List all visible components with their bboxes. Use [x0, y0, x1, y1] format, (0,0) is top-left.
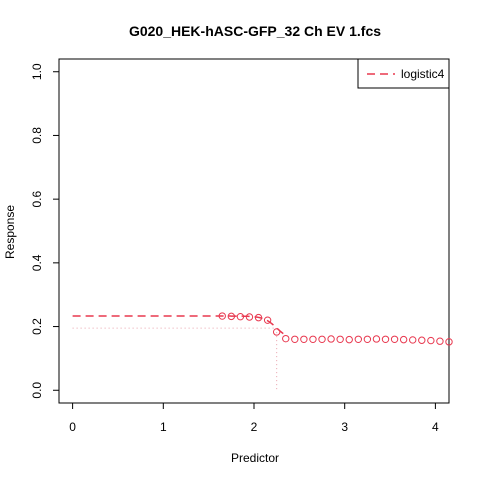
data-point [409, 336, 417, 344]
x-tick-label: 1 [160, 420, 167, 434]
x-axis-label: Predictor [231, 451, 279, 465]
fit-curve-group [72, 315, 287, 336]
data-point [345, 335, 353, 344]
data-point [282, 334, 290, 343]
data-point [336, 335, 344, 343]
data-point [245, 313, 254, 321]
data-point [381, 335, 390, 343]
y-tick-label: 0.6 [30, 190, 44, 207]
y-axis-label: Response [3, 205, 17, 259]
data-point [418, 336, 426, 344]
legend: logistic4 [357, 58, 450, 89]
data-point [445, 338, 453, 346]
x-tick-label: 4 [432, 420, 439, 434]
data-point [390, 335, 399, 343]
data-point [272, 328, 281, 336]
data-point [436, 337, 444, 345]
data-point [309, 335, 317, 343]
data-point [218, 312, 226, 320]
x-tick-label: 2 [251, 420, 258, 434]
x-tick-label: 3 [341, 420, 348, 434]
y-tick-label: 0.4 [30, 254, 44, 271]
data-point [363, 335, 372, 343]
y-tick-label: 1.0 [30, 63, 44, 80]
data-point [263, 316, 272, 324]
data-point [318, 335, 326, 343]
y-axis: 0.0 0.2 0.4 0.6 0.8 1.0 [30, 63, 59, 399]
x-axis: 0 1 2 3 4 [69, 403, 439, 434]
plot-box [58, 58, 450, 404]
chart-title: G020_HEK-hASC-GFP_32 Ch EV 1.fcs [129, 23, 381, 39]
y-tick-label: 0.0 [30, 382, 44, 399]
x-tick-label: 0 [69, 420, 76, 434]
fit-curve [72, 315, 287, 336]
data-points [218, 312, 453, 346]
y-tick-label: 0.8 [30, 127, 44, 144]
data-point [354, 335, 363, 343]
data-point [236, 312, 245, 321]
data-point [327, 335, 335, 343]
reference-lines [72, 327, 278, 391]
data-point [300, 335, 308, 343]
data-point [427, 336, 435, 345]
data-point [291, 335, 299, 343]
data-point [372, 335, 381, 343]
data-point [254, 313, 263, 322]
legend-label-logistic4: logistic4 [401, 67, 445, 81]
data-point [399, 335, 408, 344]
y-tick-label: 0.2 [30, 318, 44, 335]
data-point [227, 312, 236, 321]
